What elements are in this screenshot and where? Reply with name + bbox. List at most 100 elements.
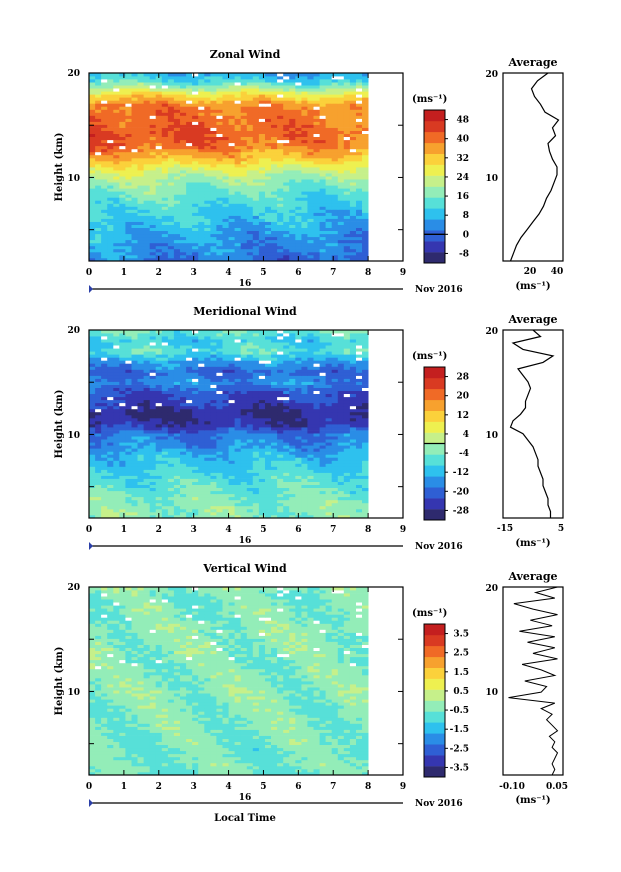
- heatmap-cell: [210, 115, 217, 119]
- heatmap-cell: [331, 499, 339, 504]
- heatmap-cell: [216, 436, 223, 440]
- heatmap-cell: [131, 94, 138, 98]
- heatmap-cell: [313, 179, 320, 183]
- heatmap-cell: [95, 248, 102, 253]
- heatmap-cell: [265, 194, 272, 198]
- heatmap-cell: [319, 478, 327, 482]
- heatmap-cell: [95, 402, 102, 407]
- heatmap-cell: [343, 387, 351, 391]
- heatmap-cell: [301, 445, 308, 449]
- heatmap-cell: [192, 145, 199, 150]
- heatmap-cell: [198, 236, 205, 241]
- heatmap-cell: [167, 164, 175, 168]
- heatmap-cell: [167, 109, 175, 113]
- heatmap-cell: [337, 109, 345, 113]
- heatmap-cell: [107, 94, 114, 98]
- heatmap-cell: [349, 436, 357, 440]
- heatmap-cell: [143, 179, 151, 183]
- heatmap-cell: [362, 457, 369, 461]
- heatmap-cell: [319, 454, 327, 458]
- heatmap-cell: [216, 439, 223, 443]
- heatmap-cell: [295, 408, 302, 413]
- heatmap-cell: [349, 245, 357, 250]
- heatmap-cell: [258, 408, 266, 413]
- heatmap-cell: [277, 254, 284, 259]
- heatmap-cell: [137, 88, 144, 92]
- heatmap-cell: [271, 481, 278, 485]
- heatmap-cell: [216, 215, 223, 219]
- heatmap-cell: [125, 472, 132, 476]
- heatmap-cell: [143, 411, 151, 416]
- heatmap-cell: [186, 194, 193, 198]
- heatmap-cell: [258, 484, 266, 488]
- heatmap-cell: [277, 396, 284, 401]
- heatmap-cell: [222, 121, 229, 125]
- heatmap-cell: [101, 463, 108, 467]
- heatmap-cell: [137, 478, 144, 482]
- heatmap-cell: [277, 136, 284, 141]
- heatmap-cell: [337, 496, 345, 501]
- heatmap-cell: [198, 164, 205, 168]
- heatmap-cell: [325, 224, 333, 228]
- heatmap-cell: [289, 76, 296, 80]
- heatmap-cell: [222, 454, 229, 458]
- heatmap-cell: [283, 221, 290, 225]
- heatmap-cell: [107, 508, 114, 513]
- heatmap-cell: [246, 502, 254, 507]
- heatmap-cell: [277, 251, 284, 256]
- heatmap-cell: [149, 236, 157, 241]
- heatmap-cell: [240, 194, 248, 198]
- heatmap-cell: [222, 457, 229, 461]
- heatmap-cell: [173, 82, 181, 86]
- heatmap-cell: [107, 239, 114, 244]
- heatmap-cell: [198, 133, 205, 137]
- heatmap-cell: [331, 206, 339, 210]
- heatmap-cell: [180, 118, 187, 122]
- heatmap-cell: [155, 242, 163, 247]
- heatmap-cell: [343, 448, 351, 452]
- heatmap-cell: [149, 118, 157, 122]
- heatmap-cell: [325, 478, 333, 482]
- heatmap-cell: [155, 121, 163, 125]
- heatmap-cell: [301, 508, 308, 513]
- heatmap-cell: [101, 508, 108, 513]
- heatmap-cell: [325, 88, 333, 92]
- heatmap-cell: [313, 490, 320, 495]
- heatmap-cell: [343, 481, 351, 485]
- heatmap-cell: [101, 511, 108, 516]
- heatmap-cell: [349, 76, 357, 80]
- heatmap-cell: [289, 136, 296, 141]
- heatmap-cell: [325, 73, 333, 77]
- heatmap-cell: [101, 402, 108, 407]
- heatmap-cell: [271, 508, 278, 513]
- heatmap-cell: [113, 254, 120, 259]
- heatmap-cell: [155, 508, 163, 513]
- heatmap-cell: [222, 212, 229, 216]
- heatmap-cell: [356, 212, 363, 216]
- heatmap-cell: [246, 430, 254, 434]
- heatmap-cell: [313, 148, 320, 153]
- heatmap-cell: [167, 236, 175, 241]
- heatmap-cell: [186, 515, 193, 519]
- heatmap-cell: [119, 460, 126, 464]
- heatmap-cell: [307, 390, 314, 394]
- heatmap-cell: [301, 475, 308, 479]
- heatmap-cell: [343, 221, 351, 225]
- heatmap-cell: [331, 106, 339, 110]
- heatmap-cell: [95, 224, 102, 228]
- heatmap-cell: [271, 478, 278, 482]
- heatmap-cell: [113, 224, 120, 228]
- heatmap-cell: [89, 170, 96, 174]
- heatmap-cell: [186, 490, 193, 495]
- heatmap-cell: [234, 496, 242, 501]
- heatmap-cell: [265, 478, 272, 482]
- heatmap-cell: [271, 118, 278, 122]
- heatmap-cell: [198, 73, 205, 77]
- heatmap-cell: [319, 164, 327, 168]
- heatmap-cell: [161, 248, 169, 253]
- heatmap-cell: [113, 475, 120, 479]
- heatmap-cell: [265, 121, 272, 125]
- heatmap-cell: [228, 139, 236, 144]
- heatmap-cell: [240, 466, 248, 470]
- heatmap-cell: [89, 130, 96, 134]
